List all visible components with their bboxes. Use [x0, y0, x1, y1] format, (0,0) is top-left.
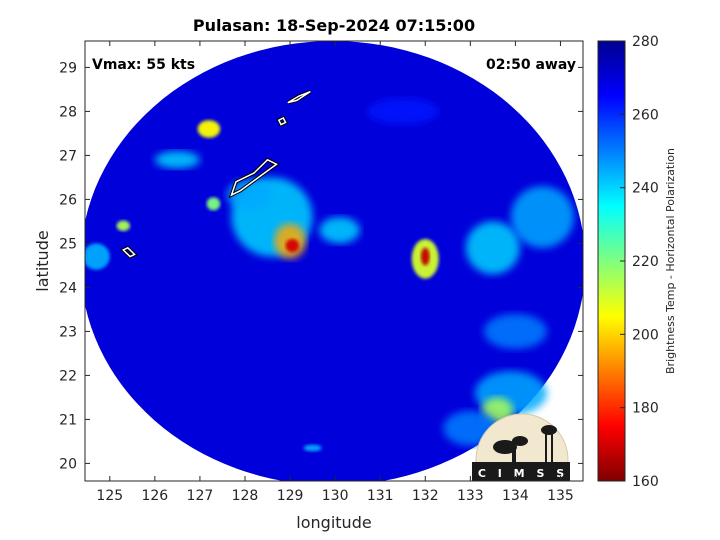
colorbar-ticks: 160 180 200 220 240 260 280 [620, 34, 659, 490]
y-tick-label: 21 [59, 412, 77, 428]
swath-disk [85, 41, 583, 481]
x-tick-label: 132 [412, 488, 439, 504]
brightness-feature [303, 444, 322, 452]
y-tick-label: 20 [59, 456, 77, 472]
brightness-feature [510, 186, 574, 248]
y-tick-label: 28 [59, 104, 77, 120]
colorbar-tick-label: 160 [632, 474, 659, 490]
contour-line [122, 246, 136, 258]
y-axis-ticks: 20 21 22 23 24 25 26 27 28 29 [59, 60, 583, 472]
contour-line [277, 117, 287, 126]
x-tick-label: 129 [277, 488, 304, 504]
plot-frame [84, 40, 584, 482]
y-tick-label: 26 [59, 192, 77, 208]
brightness-feature [483, 313, 547, 349]
brightness-feature [420, 247, 430, 266]
brightness-feature [197, 120, 221, 138]
x-tick-label: 133 [457, 488, 484, 504]
colorbar-tick-label: 240 [632, 181, 659, 197]
x-tick-label: 131 [367, 488, 394, 504]
x-axis-ticks: 125 126 127 128 129 130 131 132 133 134 135 [96, 41, 574, 504]
brightness-feature [319, 217, 360, 244]
y-tick-label: 22 [59, 368, 77, 384]
colorbar-tick-label: 260 [632, 107, 659, 123]
satellite-dish-icon [493, 440, 517, 454]
y-tick-label: 23 [59, 324, 77, 340]
y-tick-label: 25 [59, 236, 77, 252]
x-tick-label: 135 [547, 488, 574, 504]
brightness-feature [154, 151, 200, 169]
y-tick-label: 27 [59, 148, 77, 164]
x-tick-label: 128 [232, 488, 259, 504]
contour-lines [120, 89, 312, 259]
x-tick-label: 126 [141, 488, 168, 504]
vmax-label: Vmax: 55 kts [92, 57, 195, 73]
colorbar-tick-label: 180 [632, 401, 659, 417]
brightness-feature [226, 179, 273, 211]
x-axis-label: longitude [296, 513, 371, 532]
brightness-features [85, 98, 574, 452]
x-tick-label: 130 [322, 488, 349, 504]
brightness-feature [366, 98, 439, 125]
cimss-logo: C I M S S [472, 413, 570, 481]
chart-title: Pulasan: 18-Sep-2024 07:15:00 [193, 16, 475, 35]
contour-line [287, 90, 311, 104]
water-tower-icon [541, 425, 557, 435]
colorbar-tick-label: 280 [632, 34, 659, 50]
y-tick-label: 29 [59, 60, 77, 76]
contour-line [230, 158, 278, 197]
brightness-feature [206, 197, 221, 211]
brightness-feature [85, 243, 110, 270]
y-axis-label: latitude [33, 230, 52, 291]
colorbar-tick-label: 200 [632, 327, 659, 343]
colorbar-tick-label: 220 [632, 254, 659, 270]
brightness-feature [285, 239, 300, 253]
x-tick-label: 134 [502, 488, 529, 504]
colorbar-label: Brightness Temp - Horizontal Polarizatio… [664, 148, 677, 374]
brightness-feature [465, 221, 520, 275]
plot-area: C I M S S [85, 41, 583, 481]
logo-text: C I M S S [478, 467, 568, 480]
y-tick-label: 24 [59, 280, 77, 296]
x-tick-label: 125 [96, 488, 123, 504]
brightness-feature [116, 220, 131, 232]
x-tick-label: 127 [187, 488, 214, 504]
time-away-label: 02:50 away [486, 57, 576, 73]
